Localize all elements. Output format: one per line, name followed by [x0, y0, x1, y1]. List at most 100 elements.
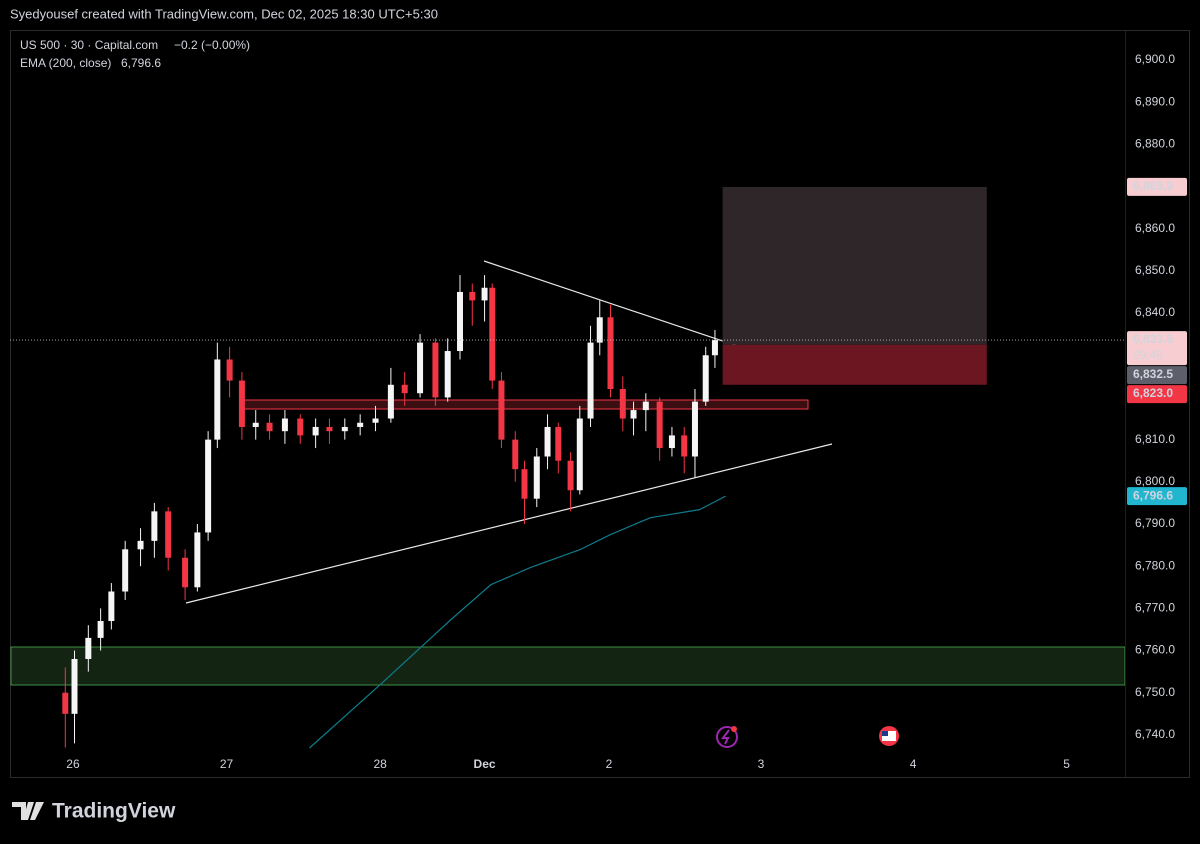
- candle-body: [555, 426, 562, 461]
- event-icon-bolt: [721, 729, 730, 745]
- ema-line: [309, 495, 726, 749]
- candle-body: [62, 692, 69, 714]
- candle-body: [681, 435, 688, 457]
- legend-ema-value: 6,796.6: [121, 56, 161, 70]
- candle-body: [512, 439, 519, 470]
- candle-body: [341, 426, 348, 432]
- candle-body: [182, 557, 189, 588]
- x-tick-label: 4: [910, 757, 917, 771]
- y-tick-label: 6,750.0: [1135, 685, 1175, 699]
- logo-mark: [12, 802, 44, 820]
- price-tag: [1127, 366, 1187, 385]
- candle-body: [619, 389, 626, 419]
- candle-body: [85, 637, 92, 659]
- x-tick-label: 27: [220, 757, 234, 771]
- candle-body: [137, 540, 144, 550]
- candle-body: [226, 359, 233, 381]
- candle-body: [214, 359, 221, 440]
- flag-icon-stripes: [882, 731, 896, 741]
- candle-body: [596, 317, 603, 343]
- candle-body: [587, 342, 594, 419]
- candle-body: [97, 621, 104, 638]
- price-tag-label: 6,823.0: [1133, 386, 1173, 400]
- trend-line: [185, 443, 833, 604]
- y-tick-label: 6,860.0: [1135, 221, 1175, 235]
- candle-body: [630, 410, 637, 419]
- event-dot: [731, 726, 737, 732]
- candle-body: [544, 426, 551, 457]
- candle-body: [576, 418, 583, 491]
- x-tick-label: 2: [606, 757, 613, 771]
- y-tick-label: 6,850.0: [1135, 263, 1175, 277]
- candle-body: [297, 418, 304, 436]
- candle-body: [122, 549, 129, 592]
- price-tag-label: 6,796.6: [1133, 488, 1173, 502]
- candle-body: [567, 460, 574, 491]
- logo: TradingView: [12, 800, 176, 823]
- candle-body: [326, 426, 333, 432]
- candle-body: [642, 401, 649, 411]
- x-tick-label: 26: [66, 757, 80, 771]
- candle-body: [481, 287, 488, 301]
- candle-body: [444, 351, 451, 398]
- y-tick-label: 6,890.0: [1135, 94, 1175, 108]
- candle-body: [417, 342, 424, 394]
- legend-ema: EMA (200, close): [20, 56, 111, 70]
- x-tick-label: 5: [1063, 757, 1070, 771]
- candle-body: [281, 418, 288, 432]
- candle-body: [165, 511, 172, 558]
- price-tag-label: 6,832.5: [1133, 367, 1173, 381]
- y-tick-label: 6,740.0: [1135, 727, 1175, 741]
- candle-body: [205, 439, 212, 533]
- candle-body: [252, 422, 259, 427]
- candle-body: [372, 418, 379, 423]
- position-stop-zone: [722, 344, 987, 385]
- candle-body: [357, 422, 364, 427]
- price-tag-label: 6,833.6: [1133, 332, 1173, 346]
- candle-body: [312, 426, 319, 436]
- x-tick-label: 3: [758, 757, 765, 771]
- price-tag: [1127, 331, 1187, 366]
- logo-text: TradingView: [52, 800, 176, 823]
- candle-body: [194, 532, 201, 588]
- candle-body: [668, 435, 675, 449]
- candle-body: [401, 384, 408, 394]
- y-tick-label: 6,800.0: [1135, 474, 1175, 488]
- candle-body: [387, 384, 394, 419]
- x-tick-label: 28: [373, 757, 387, 771]
- candle-body: [238, 380, 245, 427]
- y-tick-label: 6,900.0: [1135, 52, 1175, 66]
- y-tick-label: 6,840.0: [1135, 305, 1175, 319]
- candle-body: [489, 287, 496, 381]
- flag-icon-canton: [882, 731, 888, 736]
- candle-body: [71, 658, 78, 714]
- candle-body: [498, 380, 505, 440]
- y-tick-label: 6,760.0: [1135, 643, 1175, 657]
- y-tick-label: 6,880.0: [1135, 136, 1175, 150]
- y-tick-label: 6,810.0: [1135, 432, 1175, 446]
- y-tick-label: 6,770.0: [1135, 601, 1175, 615]
- price-tag: [1127, 385, 1187, 404]
- price-tag-label: 6,869.9: [1133, 179, 1173, 193]
- position-target-zone: [722, 186, 987, 345]
- y-tick-label: 6,780.0: [1135, 558, 1175, 572]
- candle-body: [702, 355, 709, 402]
- candle-body: [151, 511, 158, 541]
- candle-body: [266, 422, 273, 432]
- event-icon: [716, 726, 738, 748]
- candle-body: [469, 291, 476, 301]
- support-zone: [10, 646, 1126, 686]
- candle-body: [108, 591, 115, 622]
- price-tag: [1127, 177, 1187, 196]
- resistance-zone: [240, 399, 809, 410]
- candle-body: [533, 456, 540, 499]
- candle-body: [711, 340, 718, 356]
- price-tag-label: 29:49: [1133, 348, 1163, 362]
- header-text: Syedyousef created with TradingView.com,…: [10, 6, 438, 21]
- y-tick-label: 6,790.0: [1135, 516, 1175, 530]
- candle-body: [521, 469, 528, 499]
- legend-change: −0.2 (−0.00%): [174, 38, 250, 52]
- chart-frame: [10, 30, 1190, 778]
